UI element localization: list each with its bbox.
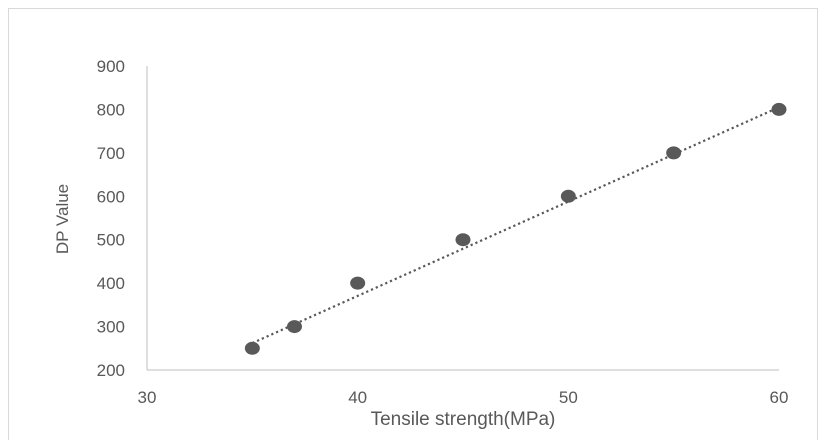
y-tick-labels: 200 300 400 500 600 700 800 900 <box>97 57 125 380</box>
trendline-group <box>251 106 780 345</box>
data-point <box>244 341 260 355</box>
x-tick-labels: 30 40 50 60 <box>138 388 789 407</box>
data-point <box>286 320 302 334</box>
y-tick-label: 600 <box>97 187 125 206</box>
y-tick-label: 400 <box>97 274 125 293</box>
data-point <box>560 189 576 203</box>
x-tick-label: 40 <box>348 388 367 407</box>
y-tick-label: 700 <box>97 144 125 163</box>
data-points <box>244 102 787 355</box>
y-tick-label: 300 <box>97 318 125 337</box>
scatter-chart: 200 300 400 500 600 700 800 900 30 40 50 60 DP Val… <box>53 57 789 430</box>
data-point <box>350 276 366 290</box>
trendline <box>251 106 780 345</box>
y-tick-label: 200 <box>97 361 125 380</box>
x-tick-label: 50 <box>559 388 578 407</box>
x-tick-label: 30 <box>138 388 157 407</box>
y-tick-label: 900 <box>97 57 125 76</box>
data-point <box>666 146 682 160</box>
x-axis-label: Tensile strength(MPa) <box>371 409 556 430</box>
chart-area: 200 300 400 500 600 700 800 900 30 40 50 60 DP Val… <box>8 8 818 440</box>
x-tick-label: 60 <box>770 388 789 407</box>
y-tick-label: 500 <box>97 231 125 250</box>
axes <box>146 66 779 371</box>
data-point <box>455 233 471 247</box>
data-point <box>771 102 787 116</box>
y-tick-label: 800 <box>97 100 125 119</box>
y-axis-label: DP Value <box>53 184 72 254</box>
